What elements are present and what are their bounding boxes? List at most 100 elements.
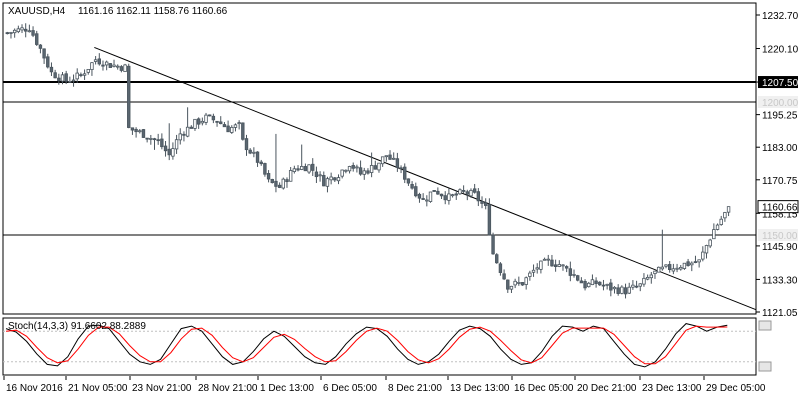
candle — [333, 177, 337, 183]
candle-body — [9, 32, 13, 34]
candle — [656, 266, 661, 273]
candle-body — [145, 137, 149, 140]
candle — [266, 170, 271, 183]
candle — [528, 270, 532, 281]
candle-body — [668, 264, 672, 270]
candle — [553, 259, 558, 272]
candle — [417, 192, 422, 203]
candle-body — [598, 281, 602, 286]
candle-body — [138, 130, 142, 133]
candle-body — [222, 124, 227, 128]
candle-body — [509, 285, 514, 290]
candle — [204, 112, 208, 126]
candle-body — [436, 190, 440, 195]
candle-body — [57, 77, 61, 81]
level-label: 1207.50 — [762, 78, 799, 89]
candle — [583, 279, 587, 291]
candle-body — [712, 229, 716, 240]
candle-body — [219, 121, 223, 125]
candle — [219, 116, 223, 125]
candle — [542, 257, 547, 261]
candle-body — [255, 151, 260, 163]
candle — [712, 223, 716, 240]
candle — [564, 265, 569, 273]
candle-body — [377, 162, 381, 171]
candle-body — [196, 118, 201, 125]
candle — [112, 59, 116, 68]
candle-body — [12, 29, 17, 34]
candle-body — [506, 279, 510, 290]
candle — [134, 127, 138, 138]
candle-body — [671, 268, 676, 272]
candle — [701, 246, 705, 262]
candle — [167, 123, 171, 161]
candle — [226, 120, 230, 133]
candle — [185, 107, 190, 138]
candle — [620, 285, 624, 295]
candle-body — [152, 138, 157, 141]
candle — [568, 261, 573, 282]
candle — [450, 193, 455, 198]
candle-body — [42, 48, 46, 59]
candle-body — [358, 167, 363, 175]
stoch-scale-marker-bottom — [758, 361, 772, 372]
candle — [502, 269, 506, 281]
candle-body — [27, 30, 32, 33]
candle-body — [127, 65, 131, 128]
candle-body — [539, 260, 543, 270]
candle — [587, 281, 591, 288]
candle — [377, 162, 381, 173]
candle — [439, 193, 444, 200]
candle — [207, 114, 212, 117]
candle — [336, 174, 341, 185]
candle — [634, 280, 639, 289]
candle — [601, 279, 606, 291]
candle-body — [163, 145, 168, 152]
candle — [697, 259, 701, 268]
candle-body — [20, 27, 24, 31]
candle-body — [35, 33, 39, 45]
candle-body — [38, 44, 43, 49]
candle — [200, 117, 205, 126]
candle-body — [322, 175, 326, 187]
candle-body — [380, 156, 385, 165]
candle-body — [325, 178, 330, 187]
candle — [616, 284, 620, 296]
candle — [303, 163, 308, 172]
price-tick-label: 1220.10 — [762, 45, 799, 56]
time-tick-label: 28 Nov 21:00 — [198, 383, 258, 394]
candle-body — [336, 177, 341, 182]
candle-body — [351, 165, 355, 169]
candle-body — [211, 115, 216, 121]
candle — [483, 198, 488, 210]
stoch-scale-marker-top — [758, 320, 772, 331]
time-axis: 16 Nov 2016 21 Nov 05:00 23 Nov 21:00 28 No… — [3, 376, 766, 394]
candle-body — [645, 276, 650, 280]
candle-body — [215, 120, 219, 123]
candle — [675, 263, 679, 273]
candle — [82, 69, 87, 80]
candle-body — [679, 266, 683, 270]
stoch-main-line — [5, 323, 728, 368]
candle-body — [495, 254, 499, 264]
candle — [557, 260, 561, 268]
candle-body — [704, 245, 709, 254]
candle-body — [564, 266, 569, 269]
candle — [281, 177, 285, 190]
candle-body — [171, 148, 175, 157]
candle — [414, 182, 418, 198]
candle — [506, 279, 510, 293]
candle-body — [274, 180, 278, 187]
candle — [252, 147, 256, 158]
candle-body — [16, 28, 21, 33]
candle-body — [579, 280, 584, 284]
candle — [230, 125, 234, 134]
candle — [513, 278, 517, 289]
candle — [609, 278, 613, 297]
candle-body — [414, 186, 418, 197]
candle — [160, 133, 164, 150]
candle-body — [391, 157, 396, 160]
candle — [550, 254, 554, 267]
candle-body — [480, 201, 484, 204]
